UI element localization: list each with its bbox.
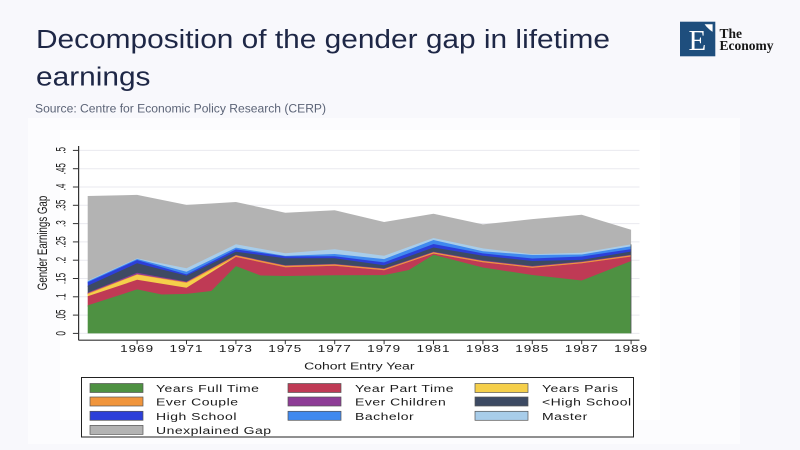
svg-text:Source: Centre for Economic Po: Source: Centre for Economic Policy Resea… xyxy=(35,102,326,116)
svg-text:.1: .1 xyxy=(54,293,69,300)
svg-text:1985: 1985 xyxy=(515,344,549,355)
svg-text:.45: .45 xyxy=(54,163,69,174)
svg-text:Unexplained Gap: Unexplained Gap xyxy=(156,425,272,437)
svg-text:1977: 1977 xyxy=(318,344,352,355)
svg-text:Master: Master xyxy=(542,411,588,423)
svg-text:Years Paris: Years Paris xyxy=(542,383,619,395)
svg-text:1989: 1989 xyxy=(614,344,648,355)
svg-text:.4: .4 xyxy=(54,183,69,190)
svg-text:.5: .5 xyxy=(54,147,69,154)
svg-text:.15: .15 xyxy=(54,273,69,284)
svg-text:1969: 1969 xyxy=(120,344,154,355)
svg-text:.3: .3 xyxy=(54,220,69,227)
svg-text:The: The xyxy=(720,26,743,41)
svg-text:Gender Earnings Gap: Gender Earnings Gap xyxy=(36,195,51,290)
svg-text:Economy: Economy xyxy=(720,38,774,53)
svg-text:Bachelor: Bachelor xyxy=(355,411,414,423)
svg-text:1981: 1981 xyxy=(416,344,450,355)
svg-text:1971: 1971 xyxy=(169,344,203,355)
svg-text:.05: .05 xyxy=(54,309,69,320)
svg-text:.25: .25 xyxy=(54,236,69,247)
svg-text:E: E xyxy=(688,25,706,57)
svg-text:1983: 1983 xyxy=(466,344,500,355)
svg-text:Years Full Time: Years Full Time xyxy=(156,383,259,395)
svg-text:Ever Children: Ever Children xyxy=(355,397,446,409)
svg-text:0: 0 xyxy=(54,331,69,336)
svg-text:Cohort Entry Year: Cohort Entry Year xyxy=(304,360,414,372)
svg-text:earnings: earnings xyxy=(36,62,150,91)
svg-text:Ever Couple: Ever Couple xyxy=(156,397,238,409)
svg-text:<High School: <High School xyxy=(542,397,632,409)
svg-text:Decomposition of the gender ga: Decomposition of the gender gap in lifet… xyxy=(36,25,610,54)
svg-text:Year Part Time: Year Part Time xyxy=(355,383,454,395)
svg-text:High School: High School xyxy=(156,411,237,423)
svg-text:1973: 1973 xyxy=(219,344,253,355)
svg-text:1975: 1975 xyxy=(268,344,302,355)
svg-text:1979: 1979 xyxy=(367,344,401,355)
svg-text:1987: 1987 xyxy=(565,344,599,355)
svg-text:.35: .35 xyxy=(54,200,69,211)
svg-text:.2: .2 xyxy=(54,257,69,264)
